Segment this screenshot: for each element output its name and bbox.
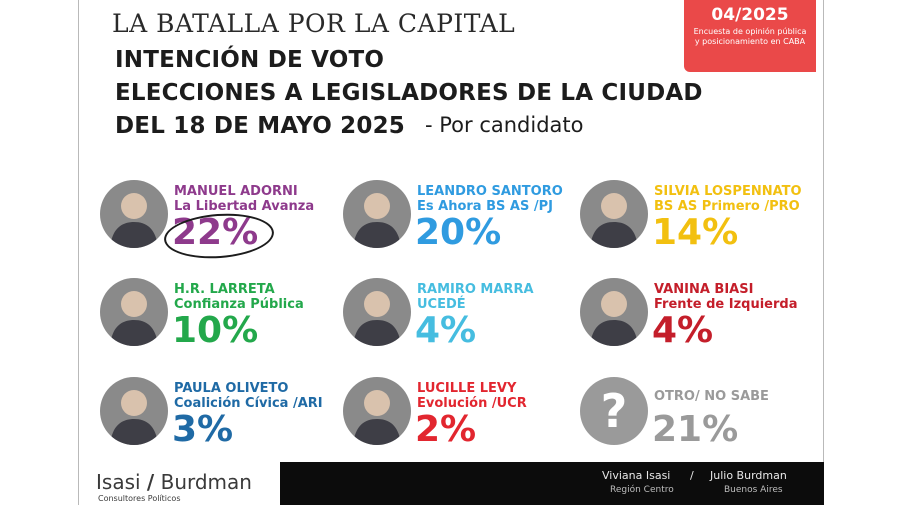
person1-region: Región Centro bbox=[610, 485, 674, 495]
logo-separator: / bbox=[146, 470, 155, 494]
candidate-name: H.R. LARRETA bbox=[174, 282, 275, 297]
vote-percentage: 2% bbox=[415, 409, 477, 450]
logo-left: Isasi bbox=[96, 470, 141, 494]
vote-percentage: 22% bbox=[172, 212, 259, 253]
candidate-name: PAULA OLIVETO bbox=[174, 381, 289, 396]
candidate-photo bbox=[343, 377, 411, 445]
vote-percentage: 10% bbox=[172, 310, 259, 351]
title-line-1: INTENCIÓN DE VOTO bbox=[115, 47, 385, 73]
logo-subtitle: Consultores Políticos bbox=[98, 494, 181, 503]
candidate-name: RAMIRO MARRA bbox=[417, 282, 534, 297]
candidate-party: Es Ahora BS AS /PJ bbox=[417, 199, 553, 214]
candidate-photo bbox=[343, 180, 411, 248]
left-rule bbox=[78, 0, 79, 505]
person1-name: Viviana Isasi bbox=[602, 469, 671, 482]
footer-logo: Isasi / Burdman bbox=[96, 470, 252, 494]
candidate-name: LEANDRO SANTORO bbox=[417, 184, 563, 199]
candidate-party: La Libertad Avanza bbox=[174, 199, 315, 214]
vote-percentage: 21% bbox=[652, 409, 739, 450]
candidate-card: ? OTRO/ NO SABE 21% bbox=[580, 377, 812, 457]
right-rule bbox=[823, 0, 824, 505]
candidate-card: SILVIA LOSPENNATO BS AS Primero /PRO 14% bbox=[580, 180, 812, 260]
candidate-photo bbox=[580, 180, 648, 248]
vote-percentage: 14% bbox=[652, 212, 739, 253]
question-mark-icon: ? bbox=[580, 377, 648, 445]
candidate-party: BS AS Primero /PRO bbox=[654, 199, 800, 214]
footer-bar: Viviana Isasi Región Centro / Julio Burd… bbox=[280, 462, 824, 505]
vote-percentage: 4% bbox=[415, 310, 477, 351]
candidate-card: PAULA OLIVETO Coalición Cívica /ARI 3% bbox=[100, 377, 332, 457]
candidate-party: UCEDÉ bbox=[417, 297, 466, 312]
person2-name: Julio Burdman bbox=[710, 469, 787, 482]
candidate-party: Frente de Izquierda bbox=[654, 297, 798, 312]
brand-title: LA BATALLA POR LA CAPITAL bbox=[112, 9, 516, 38]
candidate-name: LUCILLE LEVY bbox=[417, 381, 517, 396]
candidate-party: Coalición Cívica /ARI bbox=[174, 396, 323, 411]
candidate-photo bbox=[100, 180, 168, 248]
person-separator: / bbox=[690, 469, 694, 482]
vote-percentage: 20% bbox=[415, 212, 502, 253]
vote-percentage: 3% bbox=[172, 409, 234, 450]
candidate-name: VANINA BIASI bbox=[654, 282, 754, 297]
logo-right: Burdman bbox=[160, 470, 252, 494]
candidate-card: VANINA BIASI Frente de Izquierda 4% bbox=[580, 278, 812, 358]
candidate-party: Evolución /UCR bbox=[417, 396, 527, 411]
survey-date: 04/2025 bbox=[711, 5, 789, 25]
candidate-photo bbox=[580, 278, 648, 346]
candidate-card: LUCILLE LEVY Evolución /UCR 2% bbox=[343, 377, 575, 457]
candidate-party: Confianza Pública bbox=[174, 297, 304, 312]
survey-note: Encuesta de opinión pública y posicionam… bbox=[693, 27, 807, 46]
candidate-photo bbox=[100, 278, 168, 346]
date-badge: 04/2025 Encuesta de opinión pública y po… bbox=[684, 0, 816, 72]
candidate-card: H.R. LARRETA Confianza Pública 10% bbox=[100, 278, 332, 358]
candidate-card: LEANDRO SANTORO Es Ahora BS AS /PJ 20% bbox=[343, 180, 575, 260]
candidate-name: SILVIA LOSPENNATO bbox=[654, 184, 802, 199]
candidate-name: OTRO/ NO SABE bbox=[654, 389, 769, 404]
subtitle: - Por candidato bbox=[425, 113, 584, 137]
candidate-card: MANUEL ADORNI La Libertad Avanza 22% bbox=[100, 180, 332, 262]
candidate-photo bbox=[343, 278, 411, 346]
title-line-2: ELECCIONES A LEGISLADORES DE LA CIUDAD bbox=[115, 80, 703, 106]
title-line-3: DEL 18 DE MAYO 2025 bbox=[115, 113, 405, 139]
person2-region: Buenos Aires bbox=[724, 485, 783, 495]
candidate-name: MANUEL ADORNI bbox=[174, 184, 298, 199]
vote-percentage: 4% bbox=[652, 310, 714, 351]
candidate-photo bbox=[100, 377, 168, 445]
candidate-card: RAMIRO MARRA UCEDÉ 4% bbox=[343, 278, 575, 358]
